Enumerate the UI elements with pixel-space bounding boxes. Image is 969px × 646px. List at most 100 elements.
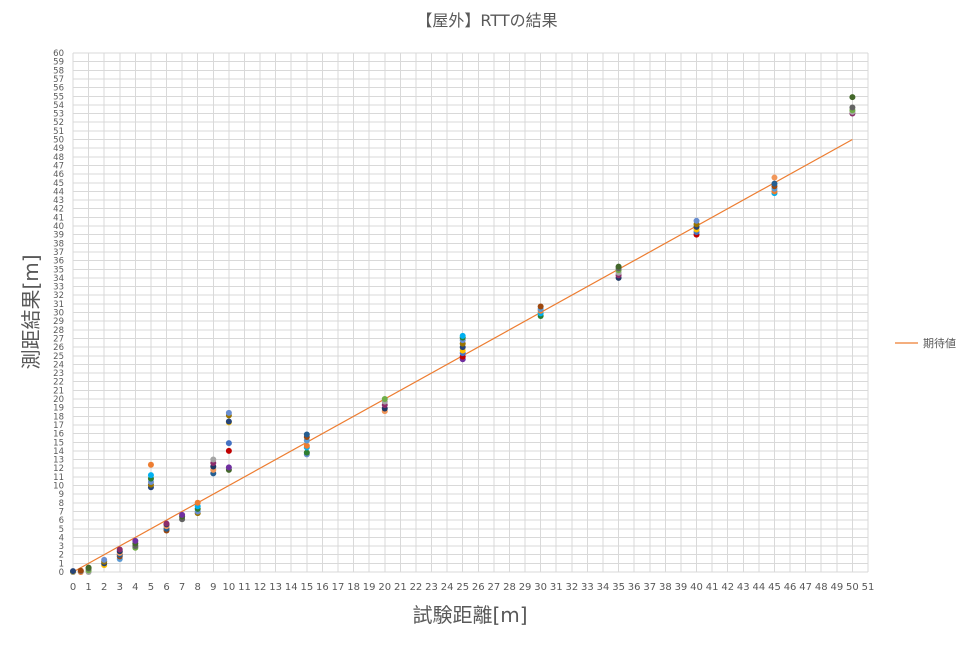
y-tick-label: 48	[53, 153, 64, 163]
y-tick-label: 23	[53, 369, 64, 379]
y-tick-label: 45	[53, 179, 64, 189]
y-tick-label: 1	[59, 559, 64, 569]
data-point	[194, 499, 201, 506]
x-tick-label: 47	[799, 582, 812, 593]
y-tick-label: 6	[59, 516, 64, 526]
data-point	[225, 440, 232, 447]
x-tick-label: 17	[332, 582, 345, 593]
y-tick-label: 58	[53, 66, 64, 76]
data-point	[381, 396, 388, 402]
y-tick-label: 52	[53, 118, 64, 128]
x-tick-label: 14	[285, 582, 298, 593]
x-axis-tick-labels: 0 1 2 3 4 5 6 7 8 9 10 11 12 13 14 15 16 17 18 19 20 21 22 23 24…	[70, 582, 875, 593]
data-point	[303, 431, 310, 438]
y-tick-label: 57	[53, 75, 64, 85]
data-point	[693, 217, 700, 224]
data-point	[303, 449, 310, 456]
data-point	[77, 567, 84, 574]
y-tick-label: 36	[53, 257, 64, 267]
y-tick-label: 60	[53, 49, 64, 59]
y-tick-label: 9	[59, 490, 64, 500]
x-tick-label: 34	[597, 582, 610, 593]
x-tick-label: 2	[101, 582, 107, 593]
legend: 期待値	[895, 336, 956, 350]
y-tick-label: 53	[53, 110, 64, 120]
data-point	[849, 104, 856, 111]
y-tick-label: 47	[53, 161, 64, 171]
data-point	[459, 332, 466, 339]
x-tick-label: 0	[70, 582, 76, 593]
x-tick-label: 12	[254, 582, 267, 593]
x-tick-label: 43	[737, 582, 750, 593]
y-tick-label: 31	[53, 300, 64, 310]
x-tick-label: 24	[441, 582, 454, 593]
y-tick-label: 56	[53, 84, 64, 94]
data-point	[537, 303, 544, 310]
x-tick-label: 46	[784, 582, 797, 593]
y-tick-label: 7	[59, 507, 64, 517]
data-point	[163, 520, 170, 527]
chart-title: 【屋外】RTTの結果	[416, 11, 557, 30]
x-tick-label: 29	[519, 582, 532, 593]
y-tick-label: 43	[53, 196, 64, 206]
y-tick-label: 54	[53, 101, 64, 111]
data-point	[70, 568, 76, 575]
data-point	[615, 263, 622, 270]
measurement-points	[70, 94, 856, 575]
gridlines	[72, 52, 869, 573]
y-tick-label: 27	[53, 334, 64, 344]
x-tick-label: 32	[565, 582, 578, 593]
y-tick-label: 25	[53, 352, 64, 362]
x-tick-label: 3	[117, 582, 123, 593]
x-tick-label: 25	[456, 582, 469, 593]
x-tick-label: 41	[706, 582, 719, 593]
x-tick-label: 20	[378, 582, 391, 593]
y-tick-label: 28	[53, 326, 64, 336]
y-tick-label: 19	[53, 404, 64, 414]
x-tick-label: 10	[223, 582, 236, 593]
y-tick-label: 17	[53, 421, 64, 431]
y-tick-label: 55	[53, 92, 64, 102]
x-tick-label: 16	[316, 582, 329, 593]
x-tick-label: 33	[581, 582, 594, 593]
x-tick-label: 45	[768, 582, 781, 593]
y-tick-label: 4	[59, 533, 64, 543]
x-tick-label: 8	[195, 582, 201, 593]
data-point	[849, 94, 856, 101]
y-tick-label: 13	[53, 456, 64, 466]
x-tick-label: 49	[830, 582, 843, 593]
x-tick-label: 42	[721, 582, 734, 593]
y-tick-label: 33	[53, 283, 64, 293]
y-tick-label: 16	[53, 430, 64, 440]
data-point	[147, 472, 154, 479]
y-tick-label: 37	[53, 248, 64, 258]
x-tick-label: 15	[300, 582, 313, 593]
x-axis-title: 試験距離[m]	[412, 603, 527, 627]
data-point	[210, 456, 217, 463]
y-tick-label: 35	[53, 265, 64, 275]
x-tick-label: 13	[269, 582, 282, 593]
y-tick-label: 21	[53, 386, 64, 396]
x-tick-label: 39	[675, 582, 688, 593]
y-tick-label: 12	[53, 464, 64, 474]
y-tick-label: 44	[53, 187, 64, 197]
y-tick-label: 30	[53, 309, 64, 319]
x-tick-label: 5	[148, 582, 154, 593]
x-tick-label: 26	[472, 582, 485, 593]
x-tick-label: 19	[363, 582, 376, 593]
y-tick-label: 24	[53, 360, 64, 370]
data-point	[116, 546, 123, 553]
y-tick-label: 10	[53, 482, 64, 492]
y-tick-label: 20	[53, 395, 64, 405]
x-tick-label: 28	[503, 582, 516, 593]
x-tick-label: 51	[862, 582, 875, 593]
y-tick-label: 39	[53, 231, 64, 241]
y-tick-label: 50	[53, 136, 64, 146]
x-tick-label: 6	[163, 582, 169, 593]
x-tick-label: 48	[815, 582, 828, 593]
x-tick-label: 50	[846, 582, 859, 593]
x-tick-label: 4	[132, 582, 138, 593]
x-tick-label: 38	[659, 582, 672, 593]
